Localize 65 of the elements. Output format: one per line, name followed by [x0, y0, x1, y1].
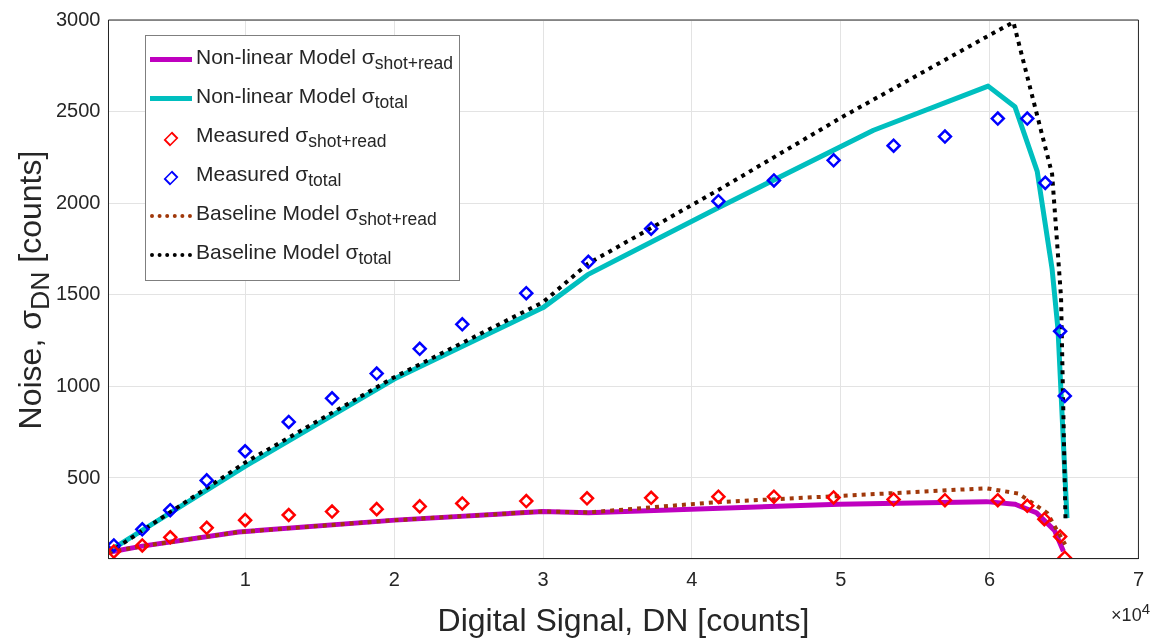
point	[135, 538, 150, 553]
point	[990, 492, 1006, 508]
y-tick-label: 1500	[55, 282, 101, 305]
y-tick-label: 1000	[55, 373, 101, 396]
point	[237, 512, 253, 528]
y-tick-label: 500	[67, 465, 101, 488]
point	[455, 496, 470, 511]
legend-label: Measured σ$_{total}$	[196, 161, 342, 192]
point	[281, 507, 296, 523]
x-tick-label: 1	[239, 568, 251, 591]
point	[163, 530, 178, 545]
point	[1020, 498, 1035, 514]
point	[766, 173, 782, 188]
x-tick-label: 5	[835, 568, 847, 591]
point	[826, 153, 841, 168]
point	[581, 254, 596, 270]
point	[886, 492, 901, 507]
point	[937, 129, 953, 144]
point	[1057, 388, 1073, 404]
point	[412, 499, 427, 514]
point	[199, 473, 214, 488]
point	[519, 285, 534, 301]
point	[412, 341, 427, 357]
point	[1052, 324, 1068, 339]
legend-label: Non-linear Model σ$_{shot+read}$	[196, 44, 454, 75]
point	[369, 366, 384, 381]
x-axis-title: Digital Signal, DN [counts]	[437, 601, 810, 638]
point	[1037, 511, 1052, 527]
point	[766, 489, 782, 504]
point	[579, 491, 595, 506]
point	[1052, 529, 1068, 544]
legend-label: Baseline Model σ$_{total}$	[196, 239, 392, 270]
point	[1020, 111, 1035, 126]
point	[324, 504, 340, 519]
point	[886, 138, 901, 153]
legend-label: Measured σ$_{shot+read}$	[196, 122, 387, 153]
point	[1038, 175, 1053, 191]
point	[237, 444, 253, 459]
text: ×10$^{4}$	[1111, 600, 1150, 626]
point	[519, 493, 534, 509]
point	[281, 414, 296, 430]
point	[108, 544, 122, 559]
point	[711, 193, 726, 209]
legend-label: Baseline Model σ$_{shot+read}$	[196, 200, 437, 231]
y-tick-label: 3000	[55, 7, 101, 30]
point	[937, 492, 953, 508]
point	[199, 520, 214, 536]
y-tick-label: 2000	[55, 190, 101, 213]
point	[135, 522, 150, 537]
point	[990, 111, 1006, 126]
point	[324, 391, 340, 406]
point	[643, 221, 659, 236]
point	[711, 489, 726, 504]
point	[163, 502, 178, 518]
point	[455, 317, 470, 332]
x-tick-label: 4	[686, 568, 698, 591]
point	[643, 490, 659, 506]
point	[826, 490, 841, 505]
point	[369, 501, 384, 517]
legend-label: Non-linear Model σ$_{total}$	[196, 83, 408, 114]
x-tick-label: 7	[1132, 568, 1144, 591]
x-tick-label: 3	[537, 568, 549, 591]
x-tick-label: 6	[984, 568, 996, 591]
x-tick-label: 2	[388, 568, 400, 591]
y-tick-label: 2500	[55, 99, 101, 122]
